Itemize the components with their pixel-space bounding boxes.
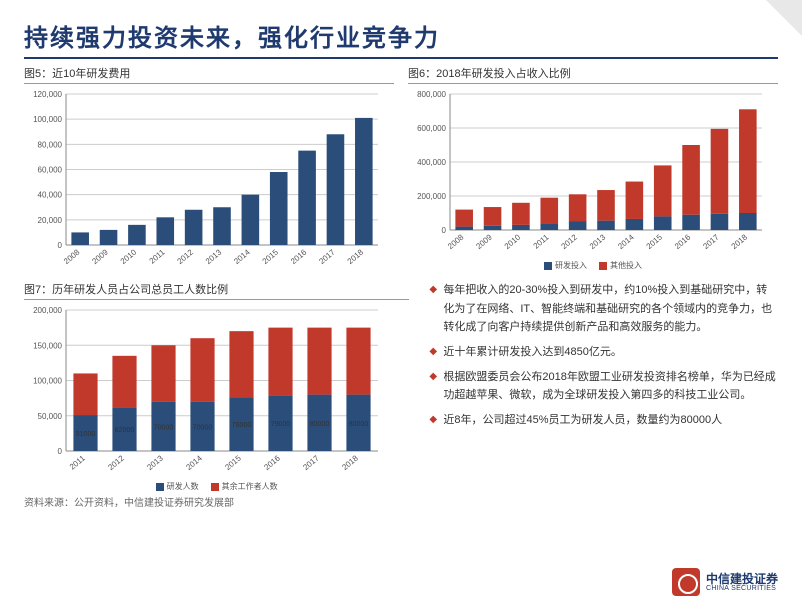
- title-underline: [24, 57, 778, 59]
- svg-text:200,000: 200,000: [417, 192, 446, 201]
- svg-text:70000: 70000: [154, 424, 174, 431]
- svg-text:2013: 2013: [204, 247, 224, 266]
- chart6-panel: 图6：2018年研发投入占收入比例 0 200,000 400,000 600,000…: [408, 65, 778, 275]
- svg-text:0: 0: [58, 241, 63, 250]
- svg-text:60,000: 60,000: [38, 166, 63, 175]
- svg-text:2018: 2018: [346, 247, 366, 266]
- svg-text:2012: 2012: [106, 453, 126, 472]
- chart5: 0 20,000 40,000 60,000 80,000 100,000 120,000 2…: [24, 88, 394, 273]
- legend-item: 其他投入: [610, 260, 642, 271]
- svg-text:200,000: 200,000: [33, 306, 62, 315]
- svg-text:2011: 2011: [532, 232, 551, 250]
- logo-cn: 中信建投证券: [706, 573, 778, 585]
- chart6-legend: 研发投入 其他投入: [408, 260, 778, 271]
- chart7-title: 图7：历年研发人员占公司总员工人数比例: [24, 281, 409, 300]
- svg-text:80000: 80000: [349, 421, 369, 428]
- svg-text:2012: 2012: [176, 247, 196, 266]
- bullet-item: 近8年，公司超过45%员工为研发人员，数量约为80000人: [429, 411, 778, 430]
- page-corner: [766, 0, 802, 36]
- logo-mark-icon: [672, 568, 700, 596]
- svg-text:600,000: 600,000: [417, 124, 446, 133]
- svg-text:120,000: 120,000: [33, 90, 62, 99]
- svg-text:62000: 62000: [115, 427, 135, 434]
- bullets: 每年把收入的20-30%投入到研发中，约10%投入到基础研究中，转化为了在网络、…: [423, 281, 778, 511]
- legend-item: 研发人数: [167, 481, 199, 492]
- svg-text:2009: 2009: [90, 247, 110, 266]
- svg-text:50,000: 50,000: [38, 412, 63, 421]
- svg-text:2013: 2013: [588, 232, 608, 251]
- svg-text:400,000: 400,000: [417, 158, 446, 167]
- svg-text:2014: 2014: [232, 247, 252, 266]
- svg-text:79000: 79000: [271, 421, 291, 428]
- chart6: 0 200,000 400,000 600,000 800,000 2008 2009 201…: [408, 88, 778, 258]
- legend-item: 研发投入: [555, 260, 587, 271]
- svg-text:150,000: 150,000: [33, 341, 62, 350]
- svg-text:0: 0: [442, 226, 447, 235]
- svg-text:2016: 2016: [673, 232, 693, 251]
- svg-text:20,000: 20,000: [38, 216, 63, 225]
- svg-text:2009: 2009: [474, 232, 494, 251]
- svg-text:2014: 2014: [616, 232, 636, 251]
- chart7: 0 50,000 100,000 150,000 200,000 51000 2011 620…: [24, 304, 409, 479]
- svg-text:2010: 2010: [503, 232, 523, 251]
- chart7-panel: 图7：历年研发人员占公司总员工人数比例 0 50,000 100,000 150,00…: [24, 281, 409, 511]
- svg-text:2018: 2018: [340, 453, 360, 472]
- svg-text:2014: 2014: [184, 453, 204, 472]
- svg-text:800,000: 800,000: [417, 90, 446, 99]
- svg-text:2008: 2008: [446, 232, 466, 251]
- svg-text:80,000: 80,000: [38, 140, 63, 149]
- chart7-legend: 研发人数 其余工作者人数: [24, 481, 409, 492]
- bullet-item: 根据欧盟委员会公布2018年欧盟工业研发投资排名榜单，华为已经成功超越苹果、微软…: [429, 368, 778, 405]
- svg-text:2017: 2017: [701, 232, 721, 251]
- chart5-panel: 图5：近10年研发费用 0 20,000 40,000 60,000 80,000 100…: [24, 65, 394, 275]
- svg-text:76000: 76000: [232, 422, 252, 429]
- svg-text:70000: 70000: [193, 424, 213, 431]
- svg-text:2018: 2018: [730, 232, 750, 251]
- svg-text:2012: 2012: [560, 232, 580, 251]
- svg-text:2008: 2008: [62, 247, 82, 266]
- footer-logo: 中信建投证券 CHINA SECURITIES: [672, 568, 778, 596]
- svg-text:2011: 2011: [68, 453, 87, 471]
- source-line: 资料来源：公开资料，中信建投证券研究发展部: [24, 494, 409, 509]
- bullet-item: 每年把收入的20-30%投入到研发中，约10%投入到基础研究中，转化为了在网络、…: [429, 281, 778, 337]
- svg-text:0: 0: [58, 447, 63, 456]
- svg-text:2010: 2010: [119, 247, 139, 266]
- svg-text:2013: 2013: [145, 453, 165, 472]
- legend-item: 其余工作者人数: [222, 481, 278, 492]
- svg-text:2015: 2015: [261, 247, 281, 266]
- svg-text:100,000: 100,000: [33, 377, 62, 386]
- svg-text:51000: 51000: [76, 431, 96, 438]
- svg-text:2015: 2015: [223, 453, 243, 472]
- svg-text:2011: 2011: [148, 247, 167, 265]
- svg-text:2015: 2015: [645, 232, 665, 251]
- svg-text:100,000: 100,000: [33, 115, 62, 124]
- page-title: 持续强力投资未来，强化行业竞争力: [24, 18, 778, 53]
- svg-text:2017: 2017: [301, 453, 321, 472]
- svg-text:80000: 80000: [310, 421, 330, 428]
- chart6-title: 图6：2018年研发投入占收入比例: [408, 65, 778, 84]
- logo-en: CHINA SECURITIES: [706, 585, 778, 592]
- chart5-title: 图5：近10年研发费用: [24, 65, 394, 84]
- svg-text:2016: 2016: [289, 247, 309, 266]
- svg-text:40,000: 40,000: [38, 191, 63, 200]
- svg-text:2016: 2016: [262, 453, 282, 472]
- svg-text:2017: 2017: [317, 247, 337, 266]
- bullet-item: 近十年累计研发投入达到4850亿元。: [429, 343, 778, 362]
